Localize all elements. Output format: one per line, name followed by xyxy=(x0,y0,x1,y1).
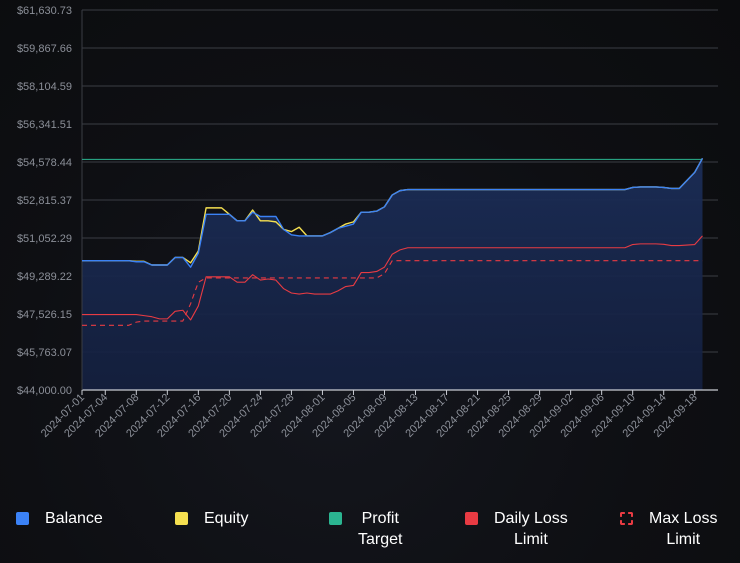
legend-item-profit-target[interactable]: Profit Target xyxy=(329,508,402,550)
x-tick-labels: 2024-07-012024-07-042024-07-082024-07-12… xyxy=(39,392,700,440)
y-tick-label: $61,630.73 xyxy=(17,5,72,17)
axes xyxy=(81,10,718,395)
y-tick-label: $45,763.07 xyxy=(17,347,72,359)
y-tick-label: $52,815.37 xyxy=(17,195,72,207)
balance-area-fill xyxy=(82,158,703,390)
max-loss-swatch xyxy=(620,512,633,525)
legend-item-equity[interactable]: Equity xyxy=(175,508,248,529)
legend-label-equity: Equity xyxy=(204,510,249,527)
legend-label-profit-target: Profit Target xyxy=(358,510,403,548)
legend-item-daily-loss-limit[interactable]: Daily Loss Limit xyxy=(465,508,568,550)
equity-swatch xyxy=(175,512,188,525)
y-tick-label: $51,052.29 xyxy=(17,233,72,245)
y-tick-label: $56,341.51 xyxy=(17,119,72,131)
y-tick-label: $58,104.59 xyxy=(17,81,72,93)
equity-chart: $61,630.73 $59,867.66 $58,104.59 $56,341.51… xyxy=(17,5,718,440)
y-tick-label: $49,289.22 xyxy=(17,271,72,283)
legend-label-max-loss-limit: Max Loss Limit xyxy=(649,510,718,548)
legend-label-daily-loss-limit: Daily Loss Limit xyxy=(494,510,568,548)
legend-item-max-loss-limit[interactable]: Max Loss Limit xyxy=(620,508,717,550)
y-tick-label: $59,867.66 xyxy=(17,43,72,55)
y-tick-labels: $61,630.73 $59,867.66 $58,104.59 $56,341.51… xyxy=(17,5,72,397)
legend: Balance Equity Profit Target Daily Loss … xyxy=(0,500,740,560)
legend-item-balance[interactable]: Balance xyxy=(16,508,103,529)
daily-loss-swatch xyxy=(465,512,478,525)
y-tick-label: $44,000.00 xyxy=(17,385,72,397)
series-line-max-loss-limit xyxy=(82,260,703,326)
profit-target-swatch xyxy=(329,512,342,525)
series-line-daily-loss-limit xyxy=(82,235,703,321)
balance-swatch xyxy=(16,512,29,525)
legend-label-balance: Balance xyxy=(45,510,103,527)
balance-area xyxy=(82,158,703,390)
y-tick-label: $54,578.44 xyxy=(17,157,72,169)
y-tick-label: $47,526.15 xyxy=(17,309,72,321)
series xyxy=(82,157,704,326)
series-line-balance xyxy=(82,157,704,268)
